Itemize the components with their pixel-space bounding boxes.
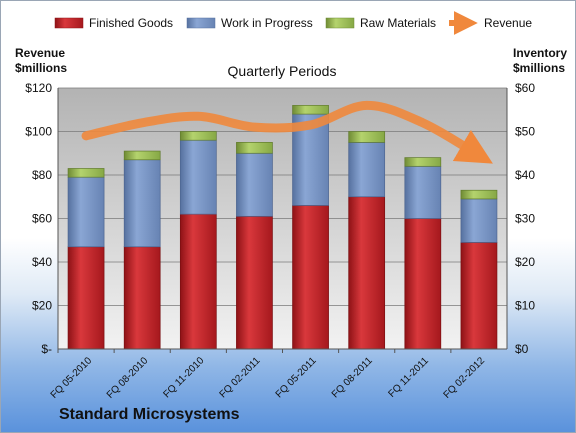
- x-tick-label: FQ 08-2010: [105, 355, 151, 401]
- x-tick-label: FQ 02-2012: [442, 355, 488, 401]
- right-tick-label: $40: [515, 168, 535, 182]
- right-tick-label: $50: [515, 125, 535, 139]
- bar-finished-goods: [67, 246, 105, 350]
- legend-label-work-in-progress: Work in Progress: [221, 16, 313, 30]
- bar-finished-goods: [236, 215, 273, 350]
- legend-swatch-finished-goods: [54, 17, 84, 29]
- company-name: Standard Microsystems: [59, 406, 240, 423]
- bar-work-in-progress: [460, 198, 498, 243]
- x-tick-label: FQ 11-2010: [161, 355, 206, 400]
- left-tick-label: $40: [32, 255, 52, 269]
- bar-work-in-progress: [179, 139, 217, 215]
- legend-swatch-work-in-progress: [186, 17, 216, 29]
- right-tick-label: $60: [515, 81, 535, 95]
- legend-label-finished-goods: Finished Goods: [89, 16, 173, 30]
- bar-raw-materials: [292, 105, 329, 115]
- x-tick-label: FQ 08-2011: [330, 355, 375, 400]
- bar-work-in-progress: [67, 176, 105, 248]
- left-tick-label: $120: [25, 81, 52, 95]
- bar-finished-goods: [292, 205, 329, 350]
- bar-raw-materials: [404, 157, 442, 167]
- bar-finished-goods: [348, 196, 386, 350]
- x-tick-label: FQ 11-2011: [386, 355, 431, 400]
- x-tick-label: FQ 05-2010: [49, 355, 95, 401]
- bar-work-in-progress: [404, 165, 442, 219]
- revenue-line: [81, 100, 493, 164]
- legend-label-raw-materials: Raw Materials: [360, 16, 436, 30]
- x-tick-label: FQ 05-2011: [274, 355, 319, 400]
- left-tick-label: $60: [32, 212, 52, 226]
- bar-finished-goods: [123, 246, 161, 350]
- legend-label-revenue: Revenue: [484, 16, 532, 30]
- x-tick-label: FQ 02-2011: [218, 355, 263, 400]
- left-axis-title-line2: $millions: [15, 61, 67, 75]
- right-tick-label: $10: [515, 299, 535, 313]
- bar-work-in-progress: [348, 142, 386, 198]
- left-tick-label: $80: [32, 168, 52, 182]
- bar-finished-goods: [460, 242, 498, 350]
- bar-raw-materials: [179, 131, 217, 141]
- bar-finished-goods: [404, 218, 442, 350]
- bar-finished-goods: [179, 213, 217, 350]
- right-tick-label: $0: [515, 342, 529, 356]
- bar-raw-materials: [460, 189, 498, 200]
- right-tick-label: $20: [515, 255, 535, 269]
- legend: Finished Goods Work in Progress Raw Mate…: [54, 11, 532, 35]
- right-axis-title-line1: Inventory: [513, 46, 567, 60]
- left-tick-label: $-: [41, 342, 52, 356]
- left-axis-title-line1: Revenue: [15, 46, 65, 60]
- left-tick-label: $100: [25, 125, 52, 139]
- bar-raw-materials: [236, 142, 273, 154]
- bar-raw-materials: [123, 150, 161, 161]
- line-series: [81, 100, 493, 164]
- chart-title: Quarterly Periods: [228, 63, 337, 79]
- bar-work-in-progress: [236, 152, 273, 217]
- right-axis-title-line2: $millions: [513, 61, 565, 75]
- legend-swatch-raw-materials: [325, 17, 355, 29]
- left-tick-label: $20: [32, 299, 52, 313]
- bar-raw-materials: [348, 131, 386, 143]
- right-tick-label: $30: [515, 212, 535, 226]
- bar-series: [67, 105, 498, 350]
- bar-work-in-progress: [123, 159, 161, 248]
- bar-raw-materials: [67, 168, 105, 178]
